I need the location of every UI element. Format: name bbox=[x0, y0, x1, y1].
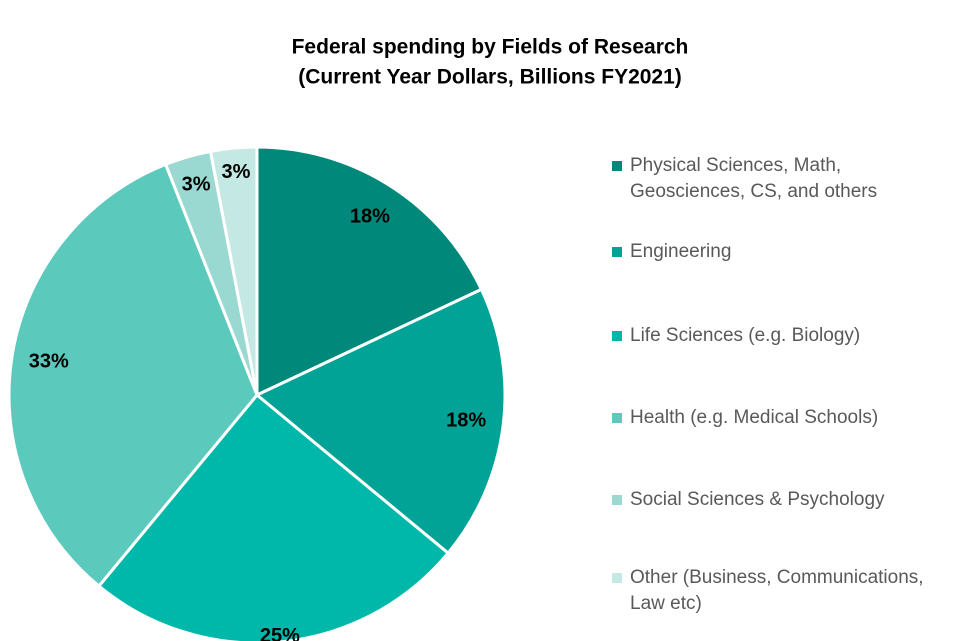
legend-item: Engineering bbox=[612, 239, 979, 265]
pie-slice bbox=[254, 287, 507, 556]
legend-item: Life Sciences (e.g. Biology) bbox=[612, 323, 979, 349]
legend-swatch bbox=[612, 495, 622, 505]
legend-swatch bbox=[612, 413, 622, 423]
legend-label: Life Sciences (e.g. Biology) bbox=[630, 325, 861, 346]
pie-slice bbox=[7, 162, 259, 589]
legend-item: Other (Business, Communications, Law etc… bbox=[612, 565, 979, 617]
legend-label: Social Sciences & Psychology bbox=[630, 489, 885, 510]
legend-swatch bbox=[612, 247, 622, 257]
data-label: 3% bbox=[222, 161, 251, 183]
data-label: 18% bbox=[446, 410, 486, 432]
legend-label: Physical Sciences, Math, Geosciences, CS… bbox=[630, 155, 878, 202]
legend-swatch bbox=[612, 331, 622, 341]
legend-item: Physical Sciences, Math, Geosciences, CS… bbox=[612, 153, 979, 205]
legend-item: Social Sciences & Psychology bbox=[612, 487, 979, 513]
data-label: 33% bbox=[29, 350, 69, 372]
data-label: 18% bbox=[350, 205, 390, 227]
legend-item: Health (e.g. Medical Schools) bbox=[612, 405, 979, 431]
chart-subtitle: (Current Year Dollars, Billions FY2021) bbox=[298, 66, 682, 89]
chart-title: Federal spending by Fields of Research bbox=[292, 36, 689, 59]
legend-swatch bbox=[612, 161, 622, 171]
pie-slice bbox=[255, 145, 484, 398]
legend-swatch bbox=[612, 573, 622, 583]
legend-label: Other (Business, Communications, Law etc… bbox=[630, 567, 924, 614]
data-label: 3% bbox=[182, 174, 211, 196]
pie-slice bbox=[96, 392, 451, 641]
legend-label: Health (e.g. Medical Schools) bbox=[630, 407, 879, 428]
data-label: 25% bbox=[260, 625, 300, 641]
legend-label: Engineering bbox=[630, 241, 732, 262]
pie-slice bbox=[208, 145, 259, 396]
